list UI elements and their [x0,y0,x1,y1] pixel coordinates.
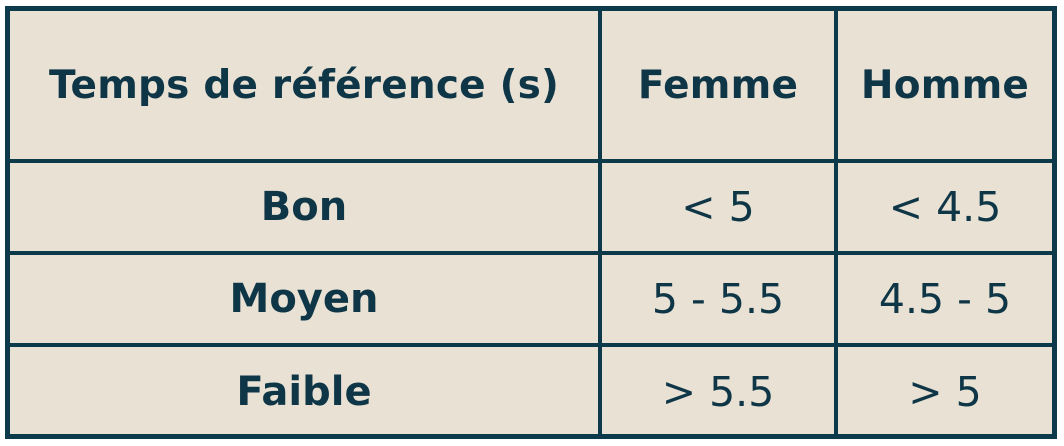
table-row-faible: Faible > 5.5 > 5 [10,343,1052,437]
row-label-faible: Faible [10,343,602,437]
reference-time-table-container: Temps de référence (s) Femme Homme Bon <… [5,6,1057,439]
header-homme: Homme [834,11,1052,163]
row-label-bon: Bon [10,159,602,255]
cell-bon-femme: < 5 [598,159,838,255]
cell-faible-femme: > 5.5 [598,343,838,437]
cell-moyen-femme: 5 - 5.5 [598,251,838,347]
cell-faible-homme: > 5 [834,343,1052,437]
cell-moyen-homme: 4.5 - 5 [834,251,1052,347]
row-label-moyen: Moyen [10,251,602,347]
table-header-row: Temps de référence (s) Femme Homme [10,11,1052,163]
header-reference-time: Temps de référence (s) [10,11,602,163]
reference-time-table: Temps de référence (s) Femme Homme Bon <… [10,11,1052,437]
table-row-moyen: Moyen 5 - 5.5 4.5 - 5 [10,251,1052,347]
header-femme: Femme [598,11,838,163]
table-row-bon: Bon < 5 < 4.5 [10,159,1052,255]
cell-bon-homme: < 4.5 [834,159,1052,255]
